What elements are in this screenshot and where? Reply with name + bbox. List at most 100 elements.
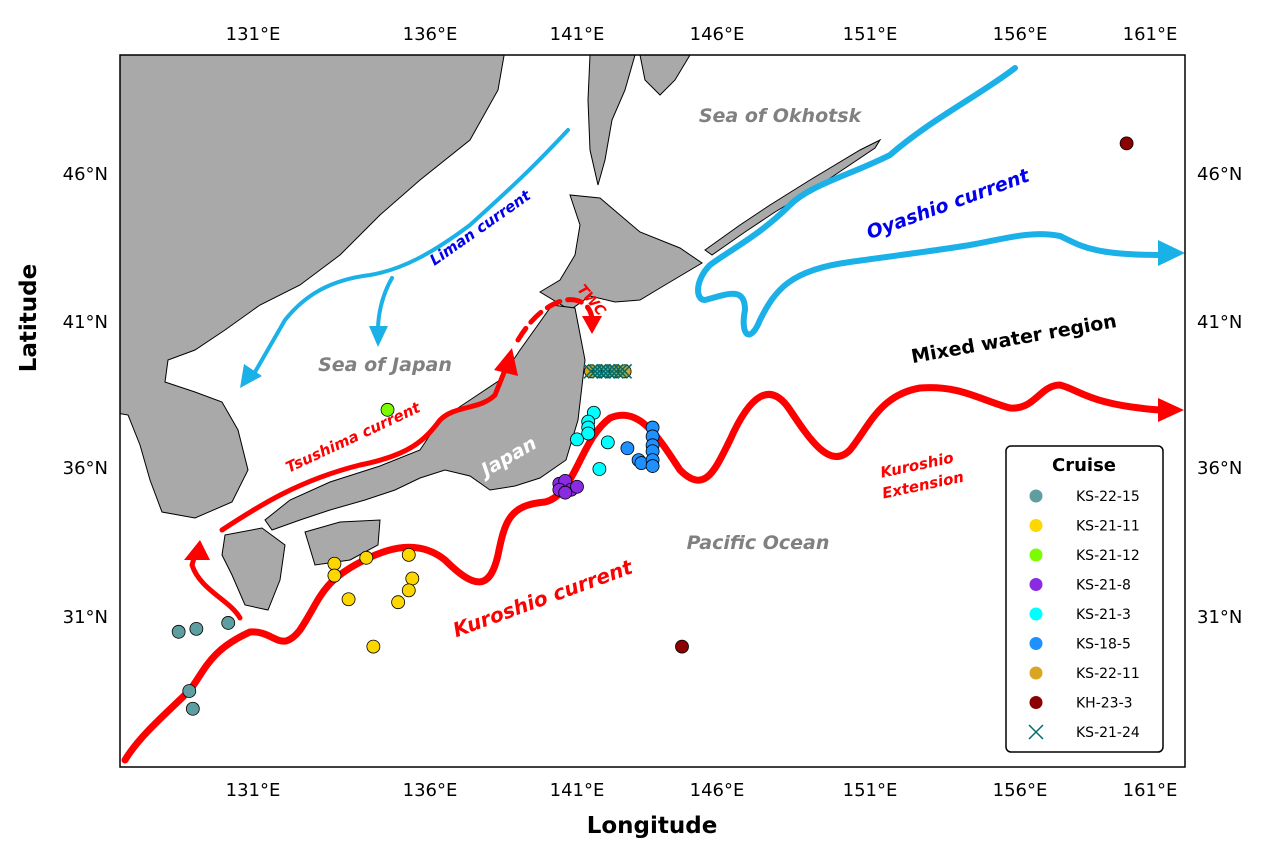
data-point-ks-21-8 xyxy=(570,479,584,494)
lon-tick-top: 136°E xyxy=(403,24,458,45)
lon-tick-top: 146°E xyxy=(690,24,745,45)
data-point-ks-21-11 xyxy=(366,639,381,654)
label-oyashio-current: Oyashio current xyxy=(864,164,1033,244)
legend-label: KS-21-12 xyxy=(1076,548,1140,564)
lat-tick-left: 41°N xyxy=(63,312,108,333)
legend-label: KS-22-11 xyxy=(1076,666,1140,682)
legend-marker-ks-21-24 xyxy=(1028,724,1044,740)
data-point-ks-21-3 xyxy=(581,426,596,441)
hokkaido xyxy=(539,194,703,311)
sample-points xyxy=(171,136,1134,716)
data-point-ks-21-3 xyxy=(570,432,584,447)
data-point-ks-21-11 xyxy=(405,571,420,586)
kuroshio-current-line xyxy=(121,381,1164,764)
legend-marker-ks-21-8 xyxy=(1029,578,1043,591)
legend-label: KS-21-3 xyxy=(1076,607,1131,623)
lon-tick-top: 141°E xyxy=(550,24,605,45)
lat-tick-left: 36°N xyxy=(63,458,108,479)
data-point-kh-23-3 xyxy=(1119,136,1134,151)
lon-tick-top: 161°E xyxy=(1123,24,1178,45)
lon-tick-bottom: 151°E xyxy=(843,780,898,801)
liman-arrowhead xyxy=(240,364,262,388)
lon-tick-top: 131°E xyxy=(226,24,281,45)
legend: Cruise KS-22-15 KS-21-11 KS-21-12 KS-21-8 KS… xyxy=(1005,445,1164,753)
data-point-ks-22-15 xyxy=(171,624,186,639)
lat-tick-right: 46°N xyxy=(1197,164,1242,185)
lon-tick-top: 151°E xyxy=(843,24,898,45)
land-layer xyxy=(120,55,882,611)
data-point-ks-21-12 xyxy=(380,402,395,417)
data-point-ks-21-11 xyxy=(327,568,342,583)
liman-current-line xyxy=(253,128,570,374)
data-point-kh-23-3 xyxy=(675,639,689,654)
data-point-ks-18-5 xyxy=(620,441,635,456)
data-point-ks-21-11 xyxy=(341,592,356,607)
label-sea-of-okhotsk: Sea of Okhotsk xyxy=(699,105,863,127)
legend-marker-ks-22-11 xyxy=(1029,666,1043,680)
liman-branch-arrowhead xyxy=(369,326,388,347)
data-point-ks-21-24 xyxy=(612,363,628,379)
data-point-ks-18-5 xyxy=(645,459,660,473)
kuroshio-branch-line xyxy=(189,552,243,621)
legend-label: KS-22-15 xyxy=(1076,489,1140,505)
legend-label: KS-18-5 xyxy=(1076,637,1131,653)
legend-marker-ks-21-11 xyxy=(1029,519,1043,532)
lon-tick-bottom: 161°E xyxy=(1123,780,1178,801)
twc-line xyxy=(515,297,595,343)
kuroshio-extension-arrowhead xyxy=(1158,398,1184,422)
legend-marker-kh-23-3 xyxy=(1029,696,1043,709)
kuril-islands xyxy=(704,138,882,256)
data-point-ks-21-3 xyxy=(600,435,615,450)
lat-tick-left: 46°N xyxy=(63,164,108,185)
legend-label: KS-21-24 xyxy=(1076,725,1140,741)
legend-label: KS-21-11 xyxy=(1076,519,1140,535)
sakhalin xyxy=(587,55,636,186)
legend-marker-ks-21-12 xyxy=(1029,548,1043,562)
oyashio-arrowhead xyxy=(1158,240,1185,266)
axis-ticks: 131°E 136°E 141°E 146°E 151°E 156°E 161°… xyxy=(63,24,1243,801)
tsushima-arrowhead xyxy=(494,348,518,376)
lat-tick-right: 31°N xyxy=(1197,607,1242,628)
legend-marker-ks-21-3 xyxy=(1029,607,1043,621)
label-mixed-water-region: Mixed water region xyxy=(910,310,1119,368)
lat-tick-right: 36°N xyxy=(1197,458,1242,479)
data-point-ks-22-15 xyxy=(182,684,197,698)
lon-tick-bottom: 136°E xyxy=(403,780,458,801)
lon-tick-bottom: 146°E xyxy=(690,780,745,801)
lon-tick-bottom: 156°E xyxy=(993,780,1048,801)
legend-box xyxy=(1005,445,1164,753)
currents-layer xyxy=(121,65,1185,764)
data-point-ks-22-15 xyxy=(189,621,204,636)
label-pacific-ocean: Pacific Ocean xyxy=(687,532,830,554)
label-liman-current: Liman current xyxy=(426,186,534,269)
lon-tick-bottom: 131°E xyxy=(226,780,281,801)
legend-marker-ks-22-15 xyxy=(1029,489,1043,503)
legend-title: Cruise xyxy=(1052,455,1116,476)
legend-label: KS-21-8 xyxy=(1076,578,1131,594)
oyashio-current-line xyxy=(695,65,1163,338)
data-point-ks-21-8 xyxy=(558,485,573,500)
data-point-ks-21-24 xyxy=(617,363,633,379)
data-point-ks-22-15 xyxy=(221,616,236,630)
data-point-ks-21-11 xyxy=(359,550,374,565)
plot-frame xyxy=(119,54,1186,768)
lat-tick-left: 31°N xyxy=(63,607,108,628)
asia-mainland xyxy=(120,55,505,519)
label-sea-of-japan: Sea of Japan xyxy=(318,354,452,376)
lon-tick-bottom: 141°E xyxy=(550,780,605,801)
kamchatka xyxy=(639,55,691,96)
label-kuroshio-current: Kuroshio current xyxy=(450,554,637,642)
lon-tick-top: 156°E xyxy=(993,24,1048,45)
data-point-ks-21-11 xyxy=(401,583,416,598)
honshu xyxy=(264,304,586,531)
liman-branch-line xyxy=(376,276,394,332)
legend-marker-ks-18-5 xyxy=(1029,637,1043,650)
lat-tick-right: 41°N xyxy=(1197,312,1242,333)
kuroshio-branch-arrowhead xyxy=(184,540,210,560)
data-point-ks-22-15 xyxy=(185,701,200,716)
tsushima-current-line xyxy=(219,367,508,533)
kyushu xyxy=(221,527,286,611)
data-point-ks-21-11 xyxy=(401,547,416,562)
